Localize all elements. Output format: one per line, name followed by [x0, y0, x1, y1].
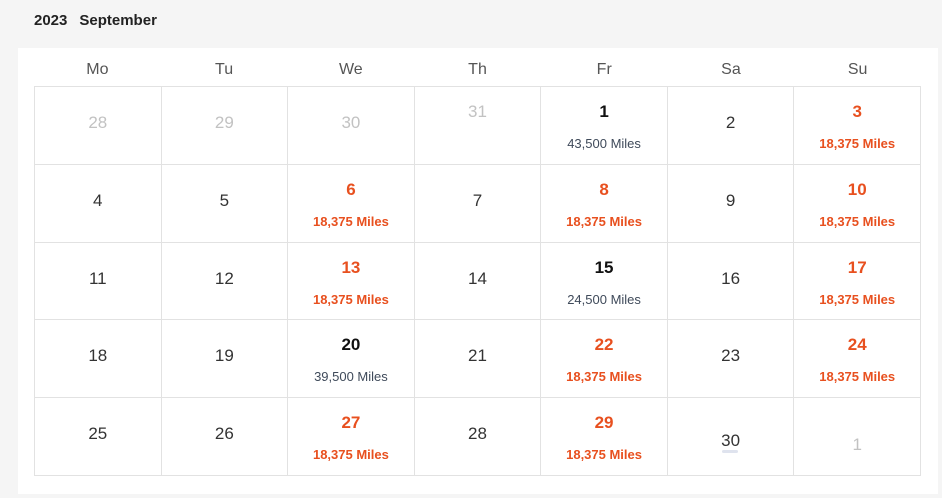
day-price: 18,375 Miles	[819, 136, 896, 151]
calendar-day-cell[interactable]: 22 18,375 Miles	[541, 320, 668, 399]
weekday-header-row: Mo Tu We Th Fr Sa Su	[34, 57, 921, 83]
weekday-label: We	[338, 61, 363, 78]
calendar-day-cell[interactable]: 13 18,375 Miles	[288, 242, 415, 321]
day-number: 23	[721, 346, 741, 366]
calendar-day-cell[interactable]: 28	[414, 398, 542, 476]
day-price: 18,375 Miles	[566, 447, 642, 463]
day-number: 31	[468, 102, 487, 121]
day-price: 18,375 Miles	[312, 447, 389, 463]
weekday-label: Fr	[596, 61, 612, 78]
day-price: 18,375 Miles	[312, 291, 389, 307]
day-number: 13	[341, 257, 361, 277]
calendar-day-cell[interactable]: 24 18,375 Miles	[794, 320, 921, 399]
calendar-day-cell[interactable]: 1 43,500 Miles	[541, 87, 668, 165]
day-price: 18,375 Miles	[566, 369, 642, 385]
calendar-day-cell[interactable]: 26	[161, 398, 289, 476]
calendar-day-cell[interactable]: 11	[35, 242, 162, 321]
calendar-day-cell[interactable]: 17 18,375 Miles	[794, 242, 921, 321]
calendar-day-cell[interactable]: 7	[414, 164, 542, 243]
calendar-day-cell[interactable]: 21	[414, 320, 542, 399]
calendar-day-cell[interactable]: 30	[667, 398, 795, 476]
calendar-day-cell[interactable]: 27 18,375 Miles	[288, 398, 415, 476]
day-number: 7	[472, 190, 483, 210]
day-number: 29	[214, 113, 234, 132]
day-price: 18,375 Miles	[819, 291, 896, 307]
day-number: 27	[341, 413, 361, 433]
calendar-header: 2023 September	[34, 10, 157, 30]
calendar-day-cell[interactable]: 5	[161, 164, 289, 243]
day-number: 16	[721, 268, 741, 288]
calendar-day-cell[interactable]: 16	[667, 242, 795, 321]
calendar-day-cell[interactable]: 14	[414, 242, 542, 321]
day-number: 18	[88, 346, 108, 366]
day-price: 18,375 Miles	[566, 213, 642, 229]
calendar-day-cell[interactable]: 29 18,375 Miles	[541, 398, 668, 476]
calendar-day-cell[interactable]: 8 18,375 Miles	[541, 164, 668, 243]
calendar-day-cell[interactable]: 10 18,375 Miles	[794, 164, 921, 243]
day-price: 18,375 Miles	[819, 213, 896, 229]
calendar-day-cell[interactable]: 12	[161, 242, 289, 321]
calendar-day-cell[interactable]: 2	[667, 87, 795, 165]
day-price: 18,375 Miles	[819, 369, 896, 385]
day-price: 43,500 Miles	[567, 136, 641, 151]
day-number: 21	[468, 346, 487, 366]
day-number: 4	[93, 190, 103, 210]
calendar-day-cell[interactable]: 15 24,500 Miles	[541, 242, 668, 321]
weekday-label: Tu	[215, 61, 234, 78]
calendar-day-cell[interactable]: 9	[667, 164, 795, 243]
calendar-day-cell[interactable]: 4	[35, 164, 162, 243]
day-number: 9	[725, 190, 736, 210]
calendar-day-cell: 29	[161, 87, 289, 165]
day-number: 11	[88, 268, 107, 288]
calendar-day-cell[interactable]: 23	[667, 320, 795, 399]
day-number: 15	[594, 257, 614, 277]
calendar-day-cell[interactable]: 25	[35, 398, 162, 476]
calendar-day-cell[interactable]: 3 18,375 Miles	[794, 87, 921, 165]
day-number: 26	[214, 424, 234, 444]
day-number: 17	[847, 257, 867, 277]
weekday-label: Su	[847, 61, 868, 78]
weekday-label: Sa	[721, 61, 741, 78]
day-price: 39,500 Miles	[314, 369, 388, 385]
calendar-panel: Mo Tu We Th Fr Sa Su 28 29 30 31 1 43,500 Mil…	[18, 48, 938, 494]
calendar-month: September	[79, 11, 157, 29]
day-number: 6	[346, 179, 356, 199]
day-number: 30	[341, 113, 361, 132]
day-number: 25	[88, 424, 108, 444]
day-number: 3	[852, 102, 862, 121]
day-number: 24	[847, 335, 867, 355]
day-number: 10	[847, 179, 867, 199]
day-number: 19	[214, 346, 234, 366]
day-number: 28	[468, 424, 487, 444]
day-price: 18,375 Miles	[312, 213, 389, 229]
day-number: 20	[341, 335, 361, 355]
calendar-day-cell[interactable]: 18	[35, 320, 162, 399]
day-number: 1	[852, 435, 862, 455]
calendar-day-cell: 30	[288, 87, 415, 165]
day-number: 1	[599, 102, 609, 121]
day-number: 29	[594, 413, 614, 433]
day-price: 24,500 Miles	[567, 291, 641, 307]
day-number: 28	[88, 113, 108, 132]
weekday-label: Th	[468, 61, 487, 78]
calendar-day-cell: 31	[414, 87, 542, 165]
calendar-day-cell: 1	[794, 398, 921, 476]
day-number: 8	[599, 179, 609, 199]
day-number: 12	[214, 268, 234, 288]
calendar-grid: 28 29 30 31 1 43,500 Miles 2 3 18,375 Miles 4 5 6 18…	[34, 86, 921, 476]
day-number: 2	[725, 113, 736, 132]
calendar-day-cell[interactable]: 20 39,500 Miles	[288, 320, 415, 399]
calendar-day-cell[interactable]: 19	[161, 320, 289, 399]
day-number: 14	[468, 268, 487, 288]
loading-indicator	[721, 450, 738, 453]
weekday-label: Mo	[86, 61, 109, 78]
calendar-year: 2023	[34, 11, 68, 29]
day-number: 22	[594, 335, 614, 355]
calendar-day-cell: 28	[35, 87, 162, 165]
day-number: 5	[219, 190, 230, 210]
day-number: 30	[721, 431, 741, 451]
calendar-day-cell[interactable]: 6 18,375 Miles	[288, 164, 415, 243]
